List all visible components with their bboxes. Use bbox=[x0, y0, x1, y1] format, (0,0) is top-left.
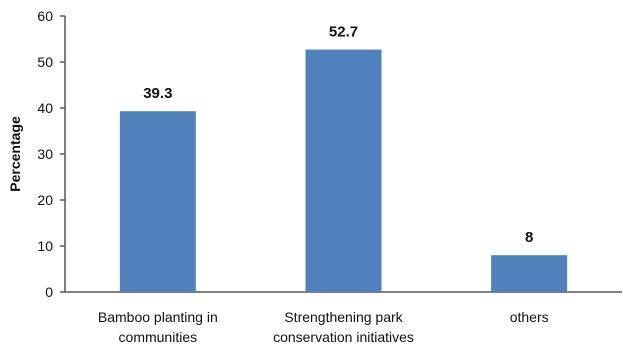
category-labels: Bamboo planting in communities Strengtheni… bbox=[98, 309, 549, 345]
y-tick-label: 20 bbox=[37, 192, 53, 208]
y-tick-label: 40 bbox=[37, 100, 53, 116]
category-label: others bbox=[510, 309, 549, 325]
category-label: Bamboo planting in communities bbox=[98, 309, 218, 345]
bar-value-label: 39.3 bbox=[143, 85, 172, 102]
y-tick-label: 30 bbox=[37, 146, 53, 162]
bar bbox=[305, 49, 382, 292]
y-tick-label: 0 bbox=[45, 284, 53, 300]
bar-value-label: 8 bbox=[525, 229, 533, 246]
data-labels: 39.3 52.7 8 bbox=[143, 24, 533, 247]
y-axis-title: Percentage bbox=[7, 116, 23, 192]
bar-value-label: 52.7 bbox=[329, 24, 358, 41]
y-tick-label: 50 bbox=[37, 54, 53, 70]
category-label: Strengthening park conservation initiativ… bbox=[273, 309, 414, 345]
bar bbox=[491, 255, 568, 292]
y-tick-label: 10 bbox=[37, 238, 53, 254]
bar bbox=[119, 111, 196, 292]
y-axis-ticks: 0 10 20 30 40 50 60 bbox=[37, 8, 65, 300]
y-tick-label: 60 bbox=[37, 8, 53, 24]
bars bbox=[119, 49, 568, 292]
